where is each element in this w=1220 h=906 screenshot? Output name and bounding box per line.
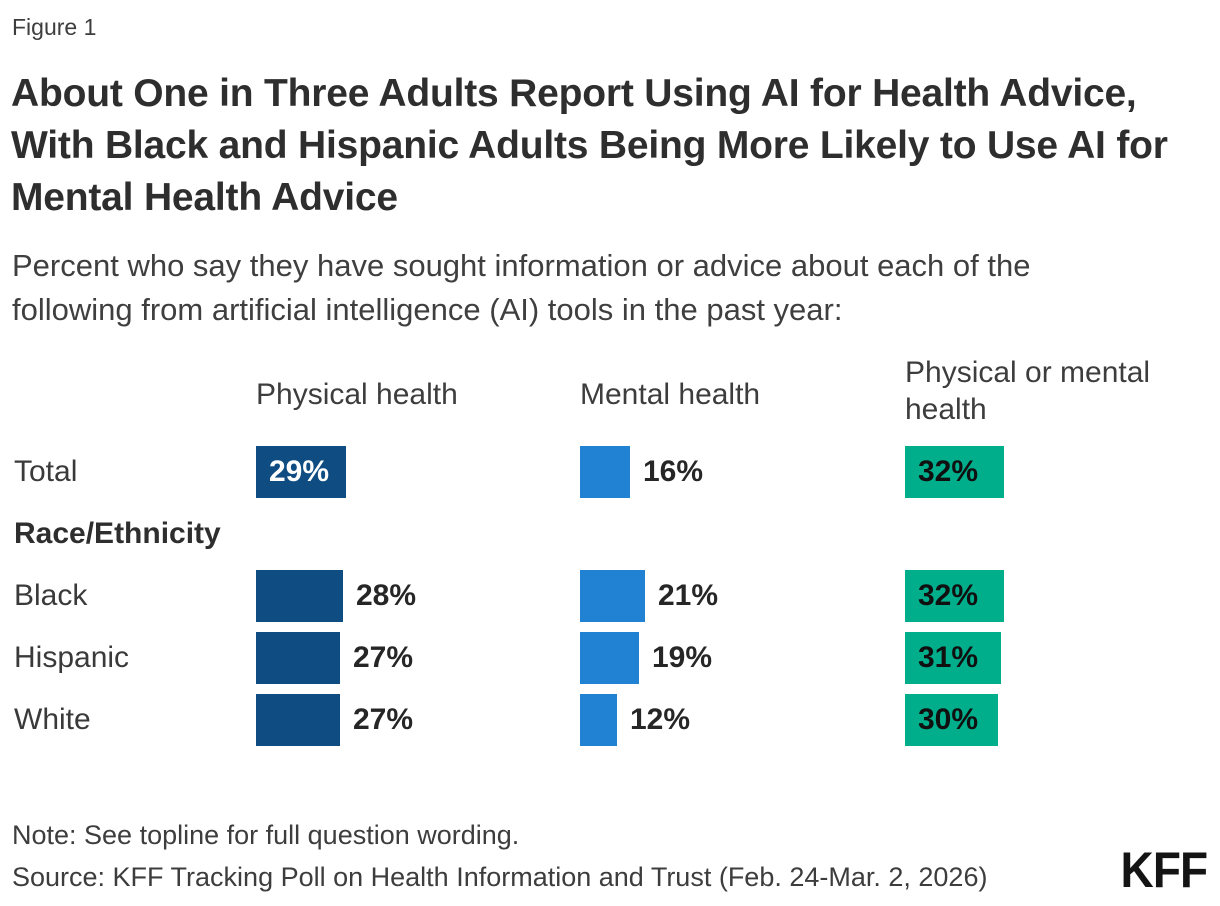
- row-label-total: Total: [14, 455, 78, 488]
- bar-value-label: 28%: [356, 579, 417, 612]
- bar-value-label: 27%: [353, 703, 414, 736]
- row-label-white: White: [14, 703, 91, 736]
- bar-hispanic-series-1: [256, 632, 340, 684]
- source-text: Source: KFF Tracking Poll on Health Info…: [12, 862, 988, 892]
- bar-value-label: 27%: [353, 641, 414, 674]
- row-label-hispanic: Hispanic: [14, 641, 130, 674]
- section-label-race-ethnicity: Race/Ethnicity: [14, 517, 221, 550]
- bar-total-series-3: [905, 446, 1004, 498]
- bar-white-series-3: [905, 694, 998, 746]
- chart-title: About One in Three Adults Report Using A…: [11, 72, 1168, 219]
- bar-black-series-2: [580, 570, 645, 622]
- row-label-black: Black: [14, 579, 88, 612]
- column-header-3: Physical or mental health: [905, 356, 1151, 426]
- bar-value-label: 31%: [918, 641, 979, 674]
- column-header-2: Mental health: [580, 378, 761, 411]
- bar-hispanic-series-2: [580, 632, 639, 684]
- bar-value-label: 32%: [918, 579, 979, 612]
- bar-value-label: 21%: [658, 579, 719, 612]
- bar-value-label: 30%: [918, 703, 979, 736]
- bar-total-series-1: [256, 446, 346, 498]
- bar-value-label: 16%: [643, 455, 704, 488]
- bar-hispanic-series-3: [905, 632, 1001, 684]
- bar-white-series-2: [580, 694, 617, 746]
- column-header-1: Physical health: [256, 378, 458, 411]
- kff-logo: KFF: [1120, 842, 1208, 898]
- bar-value-label: 12%: [630, 703, 691, 736]
- bar-value-label: 32%: [918, 455, 979, 488]
- chart-subtitle: Percent who say they have sought informa…: [12, 248, 1031, 327]
- bar-value-label: 29%: [269, 455, 330, 488]
- figure-label: Figure 1: [12, 14, 97, 40]
- note-text: Note: See topline for full question word…: [12, 820, 520, 850]
- bar-value-label: 19%: [652, 641, 713, 674]
- bar-black-series-3: [905, 570, 1004, 622]
- bar-white-series-1: [256, 694, 340, 746]
- bar-black-series-1: [256, 570, 343, 622]
- bar-total-series-2: [580, 446, 630, 498]
